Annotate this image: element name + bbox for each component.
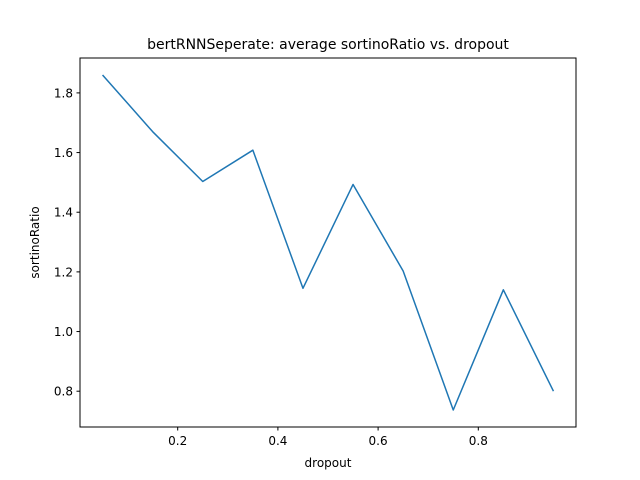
chart-title: bertRNNSeperate: average sortinoRatio vs…: [147, 37, 509, 53]
x-axis: 0.2 0.4 0.6 0.8: [168, 427, 488, 448]
series-line-0: [101, 74, 555, 411]
y-tick-label: 1.8: [54, 86, 73, 100]
y-tick-label: 1.6: [54, 146, 73, 160]
x-tick-label: 0.2: [168, 434, 187, 448]
plot-area: [101, 74, 555, 411]
y-tick-label: 1.2: [54, 265, 73, 279]
x-tick-label: 0.4: [268, 434, 287, 448]
x-tick-label: 0.6: [369, 434, 388, 448]
y-tick-label: 0.8: [54, 385, 73, 399]
y-axis-label: sortinoRatio: [28, 206, 42, 278]
axes-frame: [79, 57, 577, 428]
x-tick-label: 0.8: [469, 434, 488, 448]
x-axis-label: dropout: [305, 456, 352, 470]
y-tick-label: 1.4: [54, 206, 73, 220]
y-tick-label: 1.0: [54, 325, 73, 339]
y-axis: 0.8 1.0 1.2 1.4 1.6 1.8: [54, 86, 80, 399]
